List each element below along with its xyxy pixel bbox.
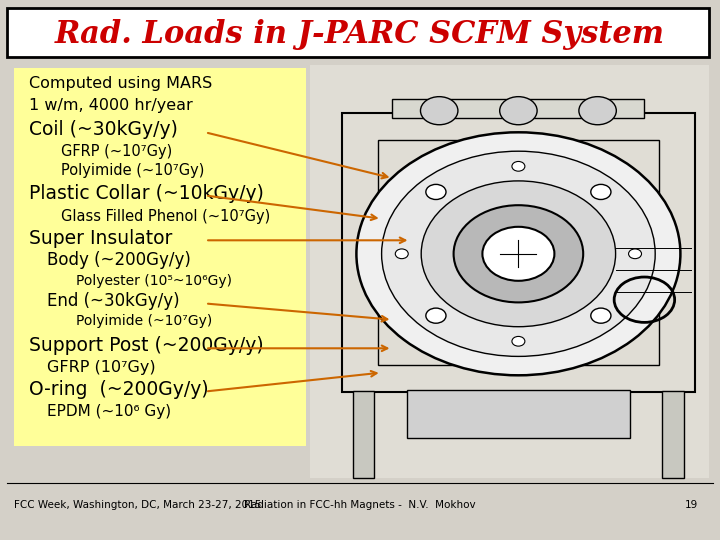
Circle shape (421, 181, 616, 327)
Circle shape (395, 249, 408, 259)
Text: Super Insulator: Super Insulator (29, 229, 172, 248)
Bar (342, 113, 695, 392)
Text: O-ring  (~200Gy/y): O-ring (~200Gy/y) (29, 380, 208, 400)
Bar (392, 99, 644, 118)
Circle shape (420, 97, 458, 125)
Text: EPDM (~10⁶ Gy): EPDM (~10⁶ Gy) (47, 404, 171, 419)
Text: Polyester (10⁵~10⁶Gy): Polyester (10⁵~10⁶Gy) (76, 274, 232, 288)
Circle shape (512, 336, 525, 346)
Circle shape (482, 227, 554, 281)
Text: 19: 19 (685, 500, 698, 510)
Text: Polyimide (~10⁷Gy): Polyimide (~10⁷Gy) (61, 163, 204, 178)
Circle shape (512, 161, 525, 171)
Text: End (~30kGy/y): End (~30kGy/y) (47, 292, 179, 310)
Bar (407, 390, 630, 438)
Text: Glass Filled Phenol (~10⁷Gy): Glass Filled Phenol (~10⁷Gy) (61, 208, 271, 224)
Circle shape (426, 184, 446, 199)
Text: GFRP (~10⁷Gy): GFRP (~10⁷Gy) (61, 144, 173, 159)
Bar (310, 65, 709, 478)
Bar (7, 8, 709, 57)
Text: 1 w/m, 4000 hr/year: 1 w/m, 4000 hr/year (29, 98, 192, 113)
Text: Radiation in FCC-hh Magnets -  N.V.  Mokhov: Radiation in FCC-hh Magnets - N.V. Mokho… (244, 500, 476, 510)
Circle shape (591, 308, 611, 323)
Circle shape (454, 205, 583, 302)
Circle shape (426, 308, 446, 323)
Text: GFRP (10⁷Gy): GFRP (10⁷Gy) (47, 360, 156, 375)
Circle shape (356, 132, 680, 375)
Text: Body (~200Gy/y): Body (~200Gy/y) (47, 251, 191, 269)
Bar (378, 140, 659, 364)
Bar (662, 392, 684, 478)
Text: Computed using MARS: Computed using MARS (29, 76, 212, 91)
Circle shape (629, 249, 642, 259)
Text: Polyimide (~10⁷Gy): Polyimide (~10⁷Gy) (76, 314, 212, 328)
Text: Support Post (~200Gy/y): Support Post (~200Gy/y) (29, 336, 264, 355)
Circle shape (382, 151, 655, 356)
Text: Rad. Loads in J-PARC SCFM System: Rad. Loads in J-PARC SCFM System (55, 18, 665, 50)
Text: Coil (~30kGy/y): Coil (~30kGy/y) (29, 120, 178, 139)
Bar (14, 68, 306, 446)
Circle shape (579, 97, 616, 125)
Text: Plastic Collar (~10kGy/y): Plastic Collar (~10kGy/y) (29, 184, 264, 203)
Circle shape (500, 97, 537, 125)
Text: FCC Week, Washington, DC, March 23-27, 2015: FCC Week, Washington, DC, March 23-27, 2… (14, 500, 262, 510)
Bar (353, 392, 374, 478)
Circle shape (591, 184, 611, 199)
